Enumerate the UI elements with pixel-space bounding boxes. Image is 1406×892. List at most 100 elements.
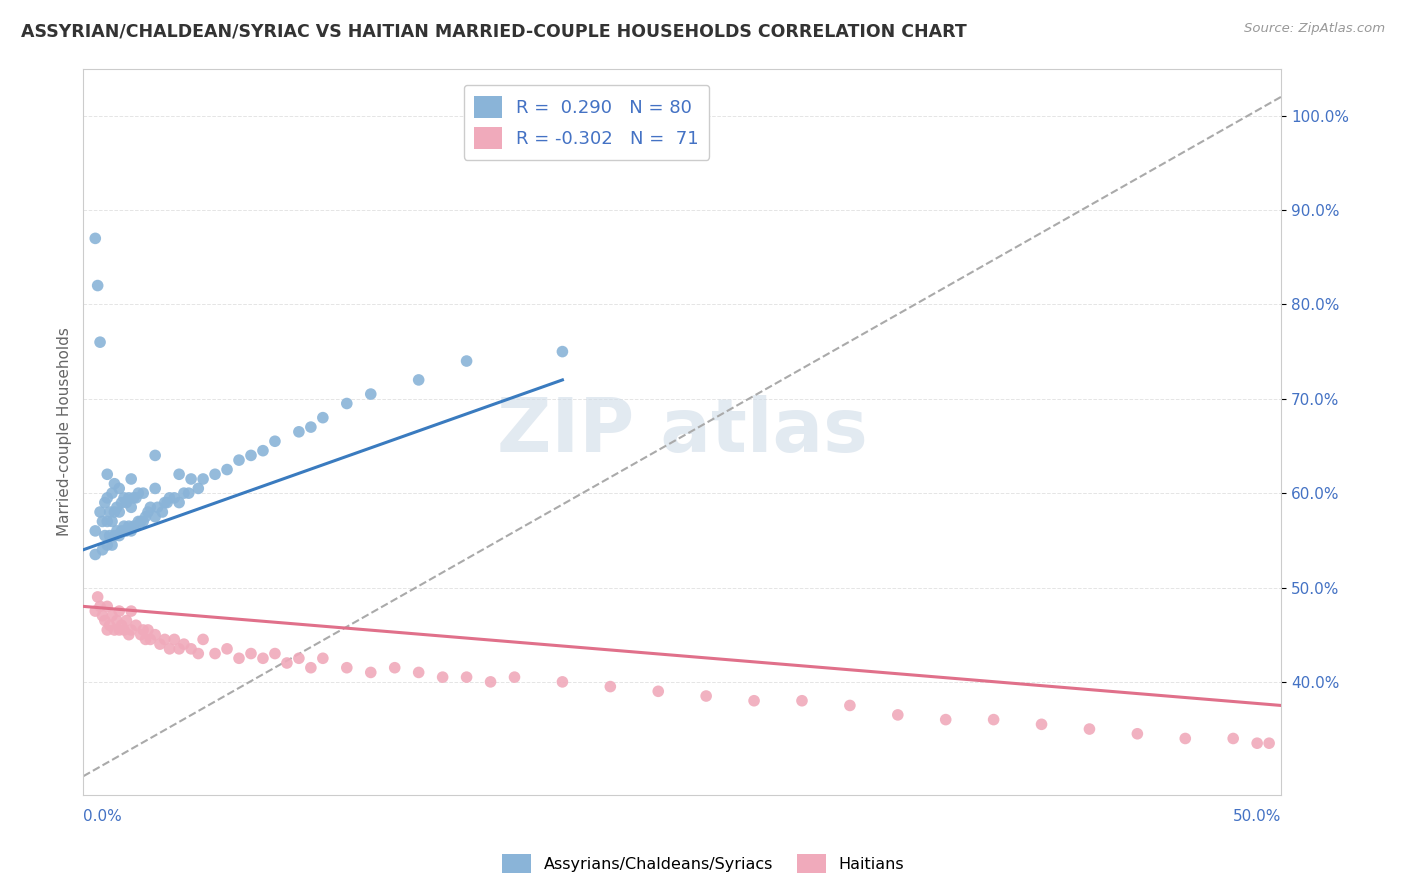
Point bbox=[647, 684, 669, 698]
Text: Source: ZipAtlas.com: Source: ZipAtlas.com bbox=[1244, 22, 1385, 36]
Point bbox=[84, 548, 107, 562]
Point bbox=[408, 373, 430, 387]
Point bbox=[122, 519, 145, 533]
Point bbox=[215, 641, 238, 656]
Point bbox=[288, 651, 311, 665]
Point bbox=[163, 632, 186, 647]
Point bbox=[136, 505, 159, 519]
Legend: Assyrians/Chaldeans/Syriacs, Haitians: Assyrians/Chaldeans/Syriacs, Haitians bbox=[495, 847, 911, 880]
Point bbox=[84, 231, 107, 245]
Point bbox=[111, 495, 134, 509]
Point bbox=[935, 713, 957, 727]
Point bbox=[112, 491, 135, 505]
Point bbox=[108, 604, 131, 618]
Point bbox=[264, 647, 287, 661]
Point bbox=[156, 495, 179, 509]
Point bbox=[135, 509, 157, 524]
Point bbox=[153, 632, 176, 647]
Point bbox=[135, 632, 157, 647]
Point bbox=[91, 542, 114, 557]
Point bbox=[742, 694, 765, 708]
Point bbox=[118, 628, 141, 642]
Point bbox=[96, 515, 118, 529]
Point bbox=[360, 387, 382, 401]
Point bbox=[312, 410, 335, 425]
Point bbox=[204, 647, 226, 661]
Point bbox=[143, 628, 166, 642]
Point bbox=[887, 707, 910, 722]
Point bbox=[228, 651, 250, 665]
Point bbox=[187, 482, 209, 496]
Point bbox=[173, 637, 195, 651]
Point bbox=[159, 641, 181, 656]
Point bbox=[125, 618, 148, 632]
Point bbox=[299, 420, 322, 434]
Point bbox=[153, 495, 176, 509]
Point bbox=[790, 694, 813, 708]
Point bbox=[1174, 731, 1197, 746]
Point bbox=[115, 524, 138, 538]
Point bbox=[96, 623, 118, 637]
Point bbox=[108, 482, 131, 496]
Point bbox=[240, 449, 263, 463]
Point bbox=[98, 528, 121, 542]
Point bbox=[139, 632, 162, 647]
Point bbox=[91, 608, 114, 623]
Point bbox=[118, 519, 141, 533]
Point bbox=[149, 637, 172, 651]
Point bbox=[127, 515, 149, 529]
Point bbox=[96, 467, 118, 482]
Point bbox=[101, 538, 124, 552]
Point bbox=[191, 472, 214, 486]
Point bbox=[129, 515, 152, 529]
Point bbox=[111, 618, 134, 632]
Text: ZIP atlas: ZIP atlas bbox=[496, 395, 868, 468]
Point bbox=[240, 647, 263, 661]
Point bbox=[120, 623, 142, 637]
Point bbox=[1078, 722, 1101, 736]
Point bbox=[127, 486, 149, 500]
Point bbox=[129, 628, 152, 642]
Point bbox=[115, 495, 138, 509]
Y-axis label: Married-couple Households: Married-couple Households bbox=[58, 327, 72, 536]
Point bbox=[105, 500, 128, 515]
Point bbox=[139, 500, 162, 515]
Point bbox=[120, 604, 142, 618]
Point bbox=[187, 647, 209, 661]
Point bbox=[115, 614, 138, 628]
Point bbox=[91, 515, 114, 529]
Point bbox=[695, 689, 717, 703]
Point bbox=[215, 462, 238, 476]
Point bbox=[312, 651, 335, 665]
Point bbox=[336, 661, 359, 675]
Point bbox=[108, 623, 131, 637]
Point bbox=[86, 278, 108, 293]
Point bbox=[132, 486, 155, 500]
Point bbox=[120, 500, 142, 515]
Point bbox=[103, 528, 125, 542]
Point bbox=[103, 505, 125, 519]
Point bbox=[1126, 727, 1149, 741]
Point bbox=[336, 396, 359, 410]
Point bbox=[173, 486, 195, 500]
Point bbox=[456, 354, 478, 368]
Point bbox=[105, 524, 128, 538]
Point bbox=[143, 509, 166, 524]
Point bbox=[84, 604, 107, 618]
Point bbox=[150, 505, 173, 519]
Point bbox=[112, 519, 135, 533]
Point bbox=[120, 524, 142, 538]
Point bbox=[479, 674, 502, 689]
Point bbox=[101, 515, 124, 529]
Point bbox=[98, 618, 121, 632]
Point bbox=[84, 524, 107, 538]
Point bbox=[94, 495, 117, 509]
Text: 50.0%: 50.0% bbox=[1233, 809, 1281, 824]
Point bbox=[503, 670, 526, 684]
Point bbox=[94, 614, 117, 628]
Point bbox=[143, 482, 166, 496]
Point bbox=[101, 608, 124, 623]
Point bbox=[111, 524, 134, 538]
Point bbox=[180, 641, 202, 656]
Point bbox=[132, 623, 155, 637]
